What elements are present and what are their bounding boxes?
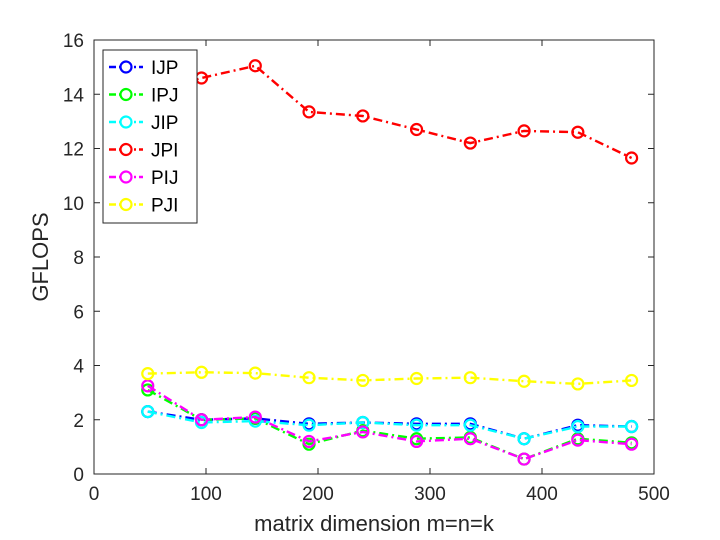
- legend-marker: [119, 197, 133, 212]
- series-line: [147, 410, 632, 440]
- x-axis: 0 100 200 300 400 500: [89, 40, 670, 505]
- legend-entry: PJI: [109, 196, 178, 217]
- data-point: [141, 367, 155, 381]
- data-point: [517, 124, 531, 138]
- data-point: [302, 371, 316, 385]
- legend-marker: [119, 142, 133, 157]
- data-point: [356, 415, 370, 430]
- legend-marker: [119, 87, 133, 102]
- y-tick-label: 0: [73, 465, 84, 486]
- series-line: [147, 384, 632, 461]
- legend-marker: [119, 170, 133, 184]
- data-point: [517, 432, 531, 446]
- legend-marker: [119, 60, 133, 74]
- x-tick-label: 100: [190, 484, 222, 505]
- legend: IJP IPJ JIP JPI PIJ PJI: [102, 49, 198, 224]
- legend-label: IPJ: [151, 86, 178, 107]
- data-point: [248, 410, 262, 424]
- data-point: [517, 374, 531, 388]
- x-tick-label: 400: [526, 484, 558, 505]
- legend-label: PIJ: [151, 168, 178, 189]
- data-point: [571, 419, 585, 434]
- series-layer: [141, 59, 639, 466]
- data-point: [194, 413, 209, 427]
- data-point: [356, 373, 370, 388]
- data-point: [463, 418, 477, 432]
- legend-entry: JPI: [109, 141, 178, 162]
- x-axis-label: matrix dimension m=n=k: [254, 511, 495, 536]
- y-tick-label: 2: [73, 411, 84, 432]
- legend-box: [102, 49, 198, 224]
- y-tick-label: 10: [63, 194, 84, 215]
- legend-label: PJI: [151, 196, 178, 217]
- data-point: [624, 151, 639, 165]
- data-point: [356, 109, 370, 123]
- x-tick-label: 500: [638, 484, 670, 505]
- data-point: [624, 437, 639, 451]
- data-point: [463, 371, 477, 385]
- series-line: [147, 64, 633, 160]
- y-tick-label: 6: [73, 302, 84, 323]
- legend-entry: IJP: [109, 58, 178, 79]
- data-point: [571, 377, 585, 391]
- data-point: [409, 418, 424, 432]
- data-point: [248, 59, 262, 73]
- legend-entry: JIP: [109, 113, 178, 134]
- series-line: [147, 371, 632, 386]
- data-point: [194, 365, 209, 379]
- data-point: [356, 425, 370, 439]
- series-pij: [141, 379, 639, 466]
- y-tick-label: 16: [63, 31, 84, 52]
- x-tick-label: 200: [302, 484, 334, 505]
- data-point: [624, 419, 639, 434]
- data-point: [248, 414, 262, 428]
- data-point: [409, 434, 424, 449]
- data-point: [463, 432, 477, 446]
- legend-marker: [119, 115, 133, 129]
- data-point: [302, 418, 316, 432]
- y-tick-label: 12: [63, 140, 84, 161]
- data-point: [409, 371, 424, 386]
- legend-label: JPI: [151, 141, 178, 162]
- data-point: [624, 373, 639, 388]
- data-point: [409, 122, 424, 137]
- legend-entry: PIJ: [109, 168, 178, 189]
- y-tick-label: 8: [73, 248, 84, 269]
- data-point: [248, 366, 262, 380]
- data-point: [463, 136, 477, 150]
- data-point: [141, 379, 155, 393]
- y-axis-label: GFLOPS: [28, 212, 53, 301]
- data-point: [302, 434, 316, 449]
- data-point: [302, 105, 316, 119]
- x-tick-label: 0: [89, 484, 100, 505]
- data-point: [571, 125, 585, 139]
- data-point: [571, 433, 585, 447]
- legend-entry: IPJ: [109, 86, 178, 107]
- legend-label: IJP: [151, 58, 178, 79]
- data-point: [141, 405, 155, 419]
- legend-label: JIP: [151, 113, 178, 134]
- series-pji: [141, 365, 639, 391]
- x-tick-label: 300: [414, 484, 446, 505]
- y-tick-label: 14: [63, 85, 85, 106]
- series-jip: [141, 405, 639, 446]
- data-point: [517, 452, 531, 466]
- y-tick-label: 4: [73, 357, 84, 378]
- y-axis: 0 2 4 6 8 10 12 14 16: [63, 31, 654, 486]
